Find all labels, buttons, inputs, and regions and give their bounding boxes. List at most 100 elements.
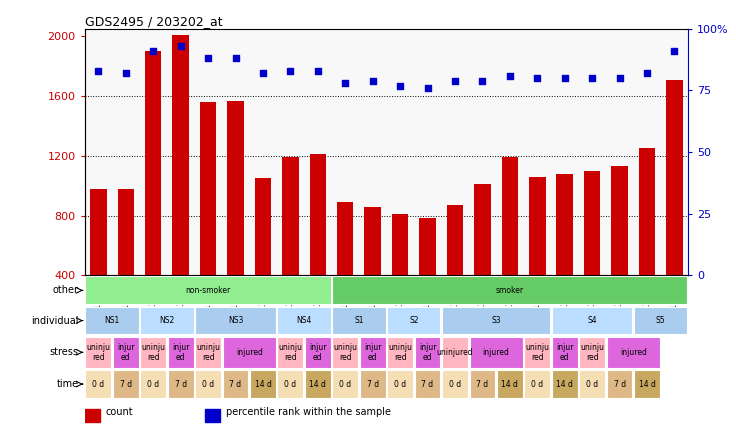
Bar [195, 307, 276, 334]
Text: uninju
red: uninju red [278, 343, 302, 362]
Bar [282, 157, 299, 335]
Bar [195, 370, 221, 398]
Bar [200, 102, 216, 335]
Text: 14 d: 14 d [309, 380, 326, 388]
Text: smoker: smoker [496, 286, 524, 295]
Text: uninju
red: uninju red [141, 343, 165, 362]
Text: 0 d: 0 d [92, 380, 105, 388]
Text: S5: S5 [656, 316, 665, 325]
Bar [305, 337, 330, 368]
Bar [584, 171, 601, 335]
Point [312, 67, 324, 74]
Bar [579, 337, 605, 368]
Text: 0 d: 0 d [394, 380, 406, 388]
Text: other: other [52, 285, 79, 295]
Text: 14 d: 14 d [556, 380, 573, 388]
Point [641, 70, 653, 77]
Bar [470, 337, 523, 368]
Point [394, 82, 406, 89]
Point [285, 67, 297, 74]
Bar [529, 177, 545, 335]
Bar [85, 408, 100, 422]
Bar [392, 214, 408, 335]
Point [367, 77, 378, 84]
Point [174, 43, 186, 50]
Bar [141, 370, 166, 398]
Point [531, 75, 543, 82]
Text: 0 d: 0 d [284, 380, 297, 388]
Text: 0 d: 0 d [339, 380, 351, 388]
Point [93, 67, 105, 74]
Text: NS3: NS3 [228, 316, 243, 325]
Bar [606, 370, 632, 398]
Text: S3: S3 [492, 316, 501, 325]
Text: 7 d: 7 d [174, 380, 187, 388]
Point [202, 55, 214, 62]
Text: GDS2495 / 203202_at: GDS2495 / 203202_at [85, 15, 222, 28]
Bar [333, 307, 386, 334]
Bar [141, 337, 166, 368]
Bar [333, 277, 687, 304]
Bar [442, 307, 551, 334]
Bar [222, 370, 249, 398]
Bar [305, 370, 330, 398]
Text: individual: individual [31, 316, 79, 325]
Text: 7 d: 7 d [614, 380, 626, 388]
Bar [524, 370, 551, 398]
Bar [420, 218, 436, 335]
Bar [310, 155, 326, 335]
Bar [118, 190, 134, 335]
Text: S1: S1 [354, 316, 364, 325]
Bar [277, 307, 330, 334]
Text: count: count [106, 407, 133, 417]
Text: uninju
red: uninju red [333, 343, 357, 362]
Text: 7 d: 7 d [230, 380, 241, 388]
Text: stress: stress [49, 347, 79, 357]
Bar [85, 277, 330, 304]
Bar [470, 370, 495, 398]
Bar [337, 202, 353, 335]
Bar [227, 101, 244, 335]
Bar [387, 370, 413, 398]
Bar [222, 337, 276, 368]
Bar [442, 370, 468, 398]
Point [476, 77, 488, 84]
Text: 7 d: 7 d [476, 380, 489, 388]
Text: injured: injured [620, 348, 647, 357]
Point [422, 84, 434, 91]
Text: injured: injured [236, 348, 263, 357]
Bar [172, 35, 189, 335]
Bar [168, 370, 194, 398]
Text: NS1: NS1 [105, 316, 120, 325]
Bar [90, 189, 107, 335]
Bar [360, 337, 386, 368]
Bar [364, 207, 381, 335]
Point [257, 70, 269, 77]
Text: 14 d: 14 d [639, 380, 656, 388]
Text: injur
ed: injur ed [364, 343, 381, 362]
Bar [414, 337, 440, 368]
Bar [612, 166, 628, 335]
Bar [277, 370, 303, 398]
Bar [141, 307, 194, 334]
Point [614, 75, 626, 82]
Text: S4: S4 [587, 316, 597, 325]
Bar [255, 178, 271, 335]
Point [668, 48, 680, 55]
Text: 0 d: 0 d [147, 380, 159, 388]
Bar [277, 337, 303, 368]
Point [559, 75, 570, 82]
Text: 0 d: 0 d [202, 380, 214, 388]
Text: 14 d: 14 d [501, 380, 518, 388]
Text: NS2: NS2 [159, 316, 174, 325]
Bar [360, 370, 386, 398]
Text: percentile rank within the sample: percentile rank within the sample [227, 407, 392, 417]
Bar [552, 307, 632, 334]
Text: 7 d: 7 d [367, 380, 379, 388]
Bar [634, 370, 660, 398]
Point [449, 77, 461, 84]
Bar [113, 337, 138, 368]
Bar [387, 337, 413, 368]
Text: uninju
red: uninju red [580, 343, 604, 362]
Bar [556, 174, 573, 335]
